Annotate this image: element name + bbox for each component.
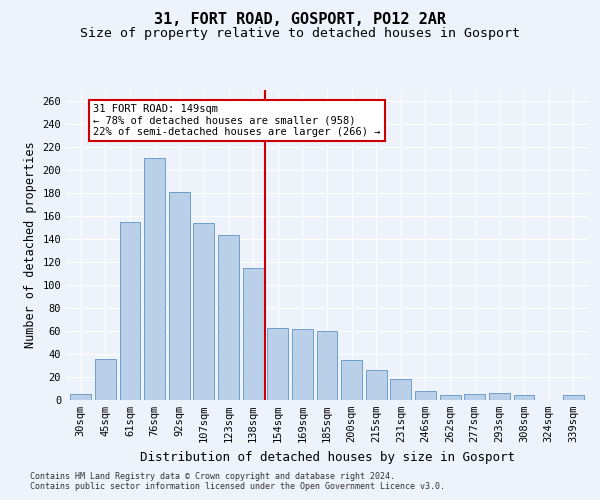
Bar: [563, 396, 584, 400]
Bar: [169, 192, 190, 400]
Bar: [366, 370, 387, 400]
Bar: [489, 393, 510, 400]
Text: Size of property relative to detached houses in Gosport: Size of property relative to detached ho…: [80, 28, 520, 40]
Bar: [144, 158, 165, 400]
Bar: [267, 328, 288, 400]
Text: 31 FORT ROAD: 149sqm
← 78% of detached houses are smaller (958)
22% of semi-deta: 31 FORT ROAD: 149sqm ← 78% of detached h…: [93, 104, 380, 137]
Bar: [242, 268, 263, 400]
Bar: [415, 391, 436, 400]
Text: Contains public sector information licensed under the Open Government Licence v3: Contains public sector information licen…: [30, 482, 445, 491]
Bar: [292, 329, 313, 400]
Bar: [440, 396, 461, 400]
Bar: [95, 358, 116, 400]
Bar: [317, 331, 337, 400]
Bar: [218, 234, 239, 400]
Bar: [119, 222, 140, 400]
Bar: [514, 396, 535, 400]
Y-axis label: Number of detached properties: Number of detached properties: [24, 142, 37, 348]
Bar: [70, 394, 91, 400]
Text: 31, FORT ROAD, GOSPORT, PO12 2AR: 31, FORT ROAD, GOSPORT, PO12 2AR: [154, 12, 446, 28]
Text: Contains HM Land Registry data © Crown copyright and database right 2024.: Contains HM Land Registry data © Crown c…: [30, 472, 395, 481]
Bar: [341, 360, 362, 400]
X-axis label: Distribution of detached houses by size in Gosport: Distribution of detached houses by size …: [139, 450, 515, 464]
Bar: [391, 380, 412, 400]
Bar: [464, 394, 485, 400]
Bar: [193, 223, 214, 400]
